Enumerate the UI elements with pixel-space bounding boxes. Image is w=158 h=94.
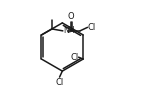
Text: NH: NH (63, 27, 75, 35)
Text: Cl: Cl (55, 78, 64, 87)
Text: Cl: Cl (70, 53, 78, 62)
Text: Cl: Cl (88, 23, 96, 32)
Text: O: O (68, 12, 75, 21)
